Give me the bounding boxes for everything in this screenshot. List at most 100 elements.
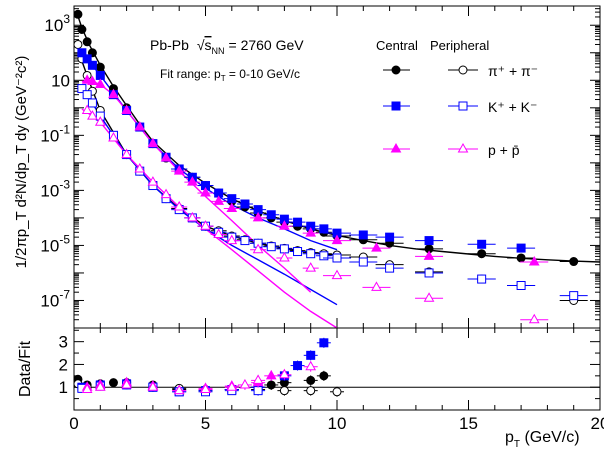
spectra-point-proton-peripheral: [134, 162, 146, 173]
collision-system-label: Pb-Pb √sNN = 2760 GeV: [150, 37, 304, 56]
spectra-point-kaon-peripheral: [82, 90, 92, 100]
ratio-point-proton-peripheral: [147, 381, 159, 391]
ratio-point-kaon-central: [306, 350, 316, 360]
spectra-point-kaon-central: [477, 239, 487, 249]
spectra-point-proton-peripheral: [423, 292, 435, 302]
ratio-point-proton-peripheral: [279, 368, 290, 379]
spectra-point-proton-peripheral: [331, 269, 343, 280]
fit-curve-proton-central: [81, 80, 312, 293]
spectra-point-kaon-peripheral: [358, 257, 368, 267]
spectra-point-proton-central: [213, 195, 225, 205]
spectra-point-proton-peripheral: [305, 262, 317, 272]
ratio-y-tick-label: 3: [59, 333, 68, 352]
ratio-point-proton-peripheral: [226, 381, 238, 391]
spectra-point-pion-central: [73, 9, 83, 19]
spectra-y-tick-label: 10: [51, 71, 70, 90]
ratio-point-pion-central: [266, 380, 276, 390]
legend-markers: [383, 65, 478, 153]
ratio-point-proton-peripheral: [252, 374, 264, 384]
ratio-point-proton-peripheral: [121, 378, 132, 389]
spectra-ticks: 103 10 10-1 10-3 10-5 10-7: [40, 5, 601, 329]
ratio-point-proton-peripheral: [94, 381, 106, 391]
legend-marker-kaon-central: [391, 101, 401, 111]
legend-marker-pion-peripheral: [458, 65, 468, 75]
ratio-point-pion-central: [108, 378, 118, 388]
spectra-point-proton-central: [279, 220, 290, 230]
ratio-point-pion-peripheral: [332, 387, 342, 397]
spectra-point-proton-central: [87, 75, 98, 86]
spectra-data-points: [73, 9, 588, 324]
legend-marker-pion-central: [391, 65, 401, 75]
spectra-point-pion-central: [95, 62, 105, 72]
spectra-point-kaon-central: [516, 243, 526, 253]
legend-central-header: Central: [376, 38, 418, 53]
spectra-point-proton-peripheral: [252, 243, 264, 254]
spectra-point-proton-peripheral: [200, 220, 211, 230]
spectra-point-kaon-peripheral: [240, 236, 250, 246]
legend-label-proton: p + p̄: [488, 142, 520, 158]
spectra-point-proton-central: [200, 187, 211, 197]
spectra-y-tick-label: 10-1: [40, 122, 70, 145]
spectra-point-kaon-peripheral: [569, 291, 579, 301]
spectra-point-kaon-peripheral: [293, 247, 303, 257]
spectra-point-proton-peripheral: [81, 104, 93, 114]
spectra-point-kaon-central: [87, 60, 97, 70]
spectra-plot-frame: [73, 5, 601, 329]
spectra-point-proton-central: [160, 151, 172, 162]
spectra-point-proton-peripheral: [94, 116, 106, 126]
x-axis-label: pT (GeV/c): [505, 429, 580, 450]
ratio-point-pion-peripheral: [279, 386, 289, 396]
spectra-y-tick-label: 103: [44, 12, 70, 35]
spectra-point-proton-peripheral: [87, 110, 98, 120]
spectra-point-kaon-peripheral: [77, 84, 87, 94]
spectra-point-proton-central: [134, 121, 146, 131]
ratio-y-tick-label: 1: [59, 378, 68, 397]
spectra-point-pion-central: [77, 25, 87, 35]
fit-range-label: Fit range: pT = 0-10 GeV/c: [160, 67, 300, 83]
spectra-point-pion-peripheral: [73, 39, 83, 49]
spectra-point-proton-peripheral: [147, 176, 159, 186]
spectra-point-kaon-central: [358, 230, 368, 240]
spectra-point-kaon-peripheral: [87, 98, 97, 108]
legend-peripheral-header: Peripheral: [430, 38, 489, 53]
spectra-point-kaon-peripheral: [306, 249, 316, 259]
ratio-data-points: [73, 337, 344, 397]
spectra-point-proton-central: [108, 88, 119, 99]
legend-marker-kaon-peripheral: [458, 101, 468, 111]
ratio-point-pion-peripheral: [306, 386, 316, 396]
spectra-point-kaon-peripheral: [319, 251, 329, 261]
ratio-point-proton-peripheral: [239, 378, 251, 389]
spectra-point-proton-central: [252, 211, 264, 222]
spectra-point-pion-central: [82, 37, 92, 47]
ratio-point-kaon-central: [293, 361, 303, 371]
ratio-point-proton-peripheral: [173, 384, 185, 395]
spectra-point-kaon-peripheral: [424, 268, 434, 278]
spectra-point-kaon-peripheral: [279, 244, 289, 254]
spectra-point-proton-central: [528, 255, 540, 266]
spectra-point-proton-peripheral: [186, 211, 198, 222]
spectra-point-proton-peripheral: [121, 148, 132, 159]
legend-marker-proton-central: [390, 142, 402, 153]
spectra-point-kaon-central: [266, 210, 276, 220]
spectra-y-tick-label: 10-7: [40, 287, 70, 310]
ratio-x-tick-label: 20: [591, 414, 604, 433]
ratio-y-axis-label: Data/Fit: [17, 340, 34, 397]
ratio-point-pion-central: [319, 371, 329, 381]
spectra-point-proton-peripheral: [371, 281, 382, 291]
spectra-point-proton-peripheral: [213, 228, 225, 238]
spectra-point-kaon-central: [95, 70, 105, 80]
spectra-point-proton-peripheral: [279, 251, 290, 262]
ratio-point-kaon-peripheral: [253, 386, 263, 396]
spectra-point-kaon-central: [424, 236, 434, 246]
spectra-point-proton-peripheral: [173, 200, 185, 211]
spectra-point-proton-central: [94, 78, 106, 89]
ratio-point-proton-peripheral: [305, 360, 317, 371]
spectra-point-pion-central: [516, 253, 526, 263]
spectra-point-proton-central: [121, 104, 132, 114]
spectra-y-tick-label: 10-3: [40, 177, 70, 200]
ratio-y-tick-label: 2: [59, 355, 68, 374]
spectra-point-kaon-central: [77, 48, 87, 58]
spectra-point-proton-central: [331, 234, 343, 245]
spectra-point-kaon-central: [227, 194, 237, 204]
